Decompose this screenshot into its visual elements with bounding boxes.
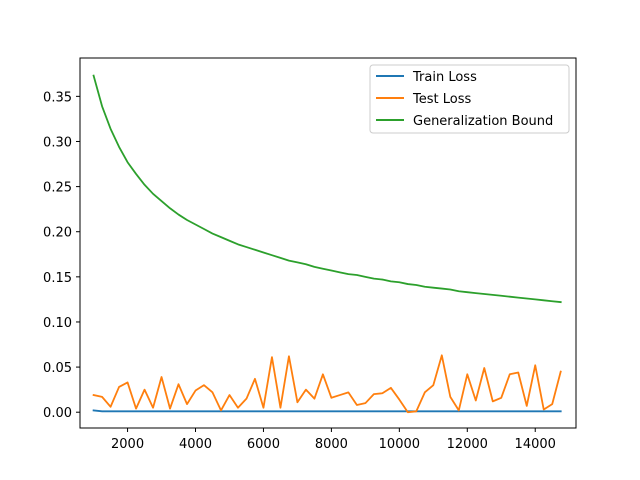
x-tick-label: 8000 (315, 437, 348, 452)
x-tick-label: 10000 (379, 437, 420, 452)
legend-label: Generalization Bound (413, 114, 553, 129)
y-tick-label: 0.10 (43, 316, 72, 331)
x-tick-label: 6000 (247, 437, 280, 452)
y-tick-label: 0.15 (43, 271, 72, 286)
y-tick-label: 0.30 (43, 135, 72, 150)
x-axis: 2000 4000 6000 8000 10000 12000 14000 (111, 428, 556, 452)
plot-frame (79, 57, 577, 429)
legend-label: Train Loss (412, 70, 477, 85)
y-tick-label: 0.25 (43, 181, 72, 196)
y-tick-label: 0.05 (43, 361, 72, 376)
legend-label: Test Loss (412, 92, 471, 107)
x-tick-label: 14000 (515, 437, 556, 452)
legend: Train Loss Test Loss Generalization Bound (369, 64, 570, 134)
y-tick-label: 0.00 (43, 406, 72, 421)
y-axis: 0.00 0.05 0.10 0.15 0.20 0.25 0.30 0.35 (43, 90, 80, 421)
y-tick-label: 0.35 (43, 90, 72, 105)
x-tick-label: 4000 (179, 437, 212, 452)
legend-box (369, 64, 570, 134)
x-tick-label: 2000 (111, 437, 144, 452)
x-tick-label: 12000 (447, 437, 488, 452)
series-line-1 (92, 409, 562, 413)
y-tick-label: 0.20 (43, 226, 72, 241)
series-line-3 (92, 74, 562, 304)
series-layer (92, 74, 562, 414)
series-line-2 (92, 354, 562, 414)
